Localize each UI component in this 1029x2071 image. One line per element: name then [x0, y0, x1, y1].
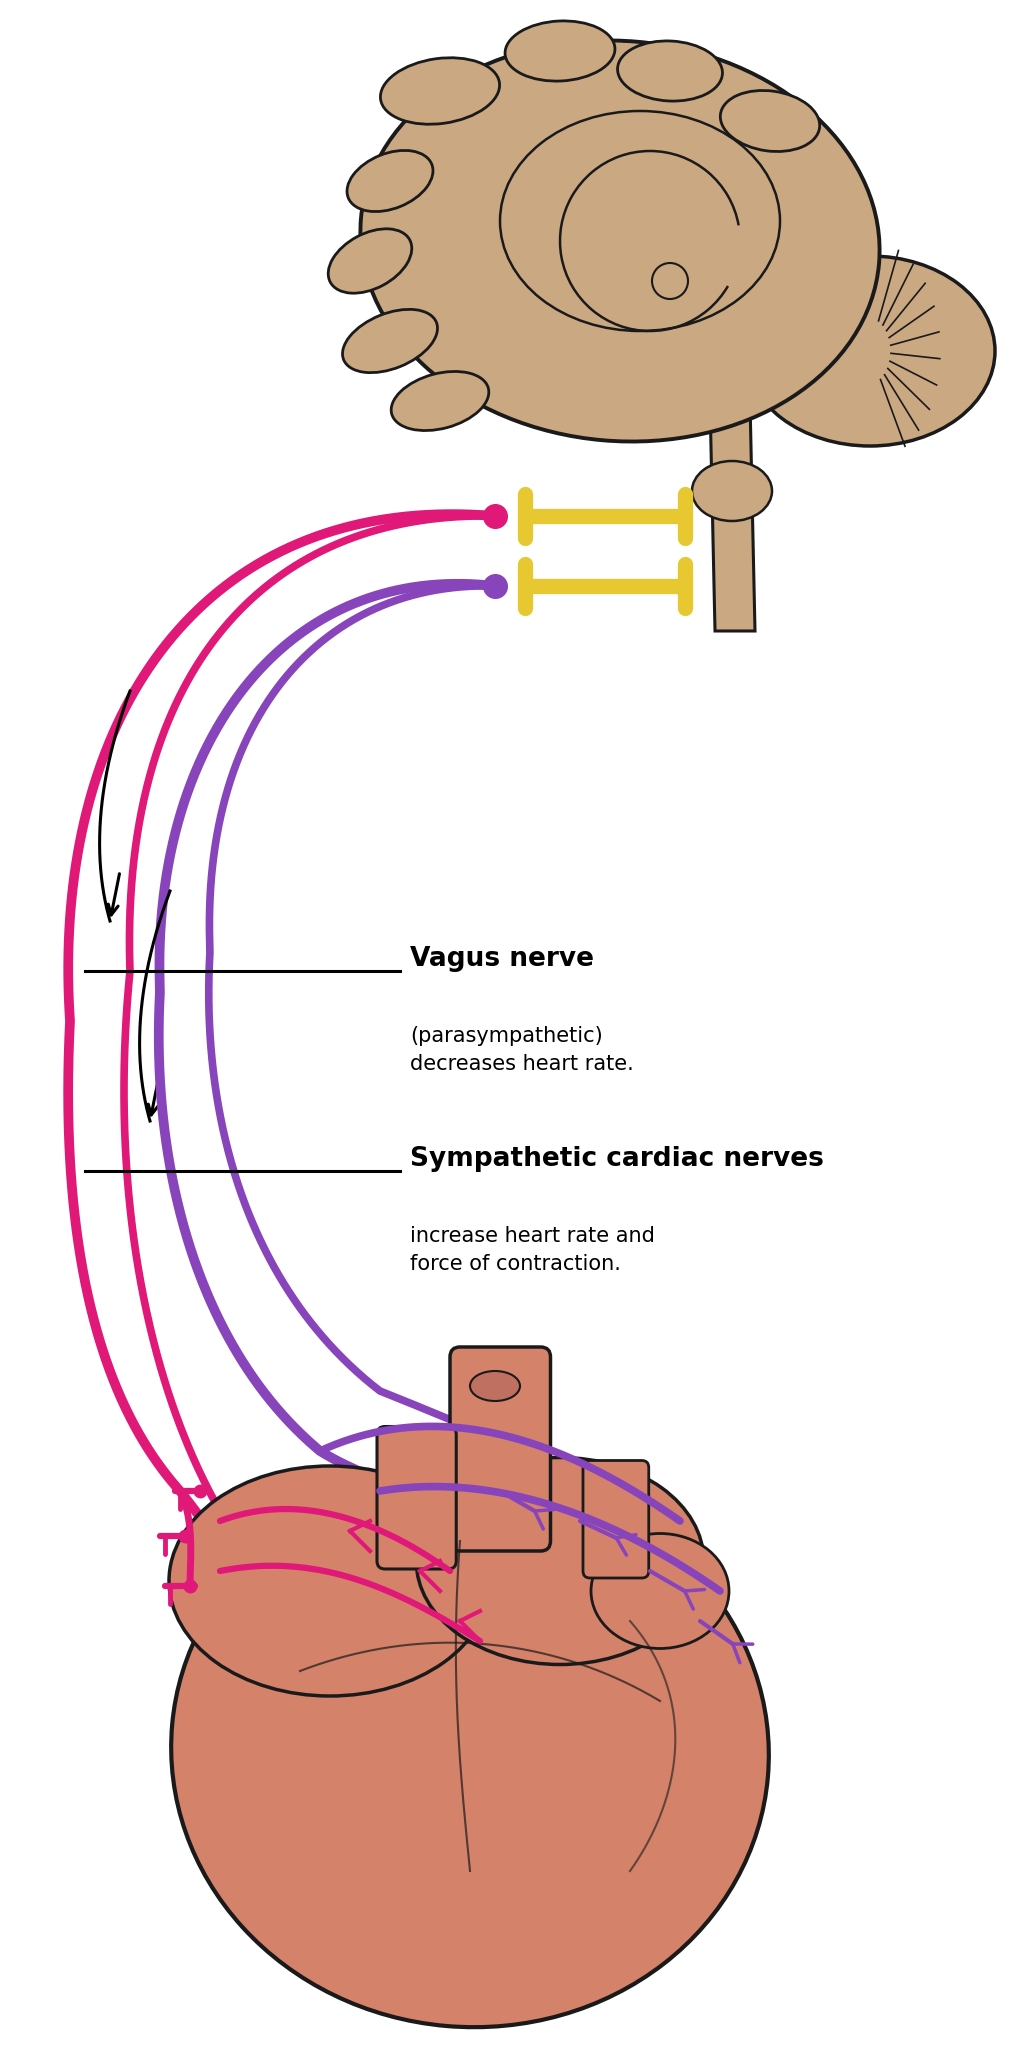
Ellipse shape	[417, 1458, 704, 1665]
Text: Vagus nerve: Vagus nerve	[410, 946, 594, 971]
Text: (parasympathetic)
decreases heart rate.: (parasympathetic) decreases heart rate.	[410, 1025, 634, 1075]
Ellipse shape	[347, 151, 433, 211]
Ellipse shape	[169, 1466, 491, 1696]
Ellipse shape	[343, 309, 437, 373]
Polygon shape	[710, 402, 755, 632]
Ellipse shape	[720, 91, 820, 151]
Ellipse shape	[470, 1371, 520, 1400]
FancyBboxPatch shape	[450, 1346, 551, 1551]
FancyBboxPatch shape	[583, 1460, 648, 1578]
Ellipse shape	[171, 1475, 769, 2028]
Ellipse shape	[617, 41, 722, 101]
FancyBboxPatch shape	[377, 1427, 456, 1570]
Ellipse shape	[328, 228, 412, 294]
Ellipse shape	[505, 21, 615, 81]
Ellipse shape	[745, 257, 995, 445]
Ellipse shape	[500, 112, 780, 331]
Ellipse shape	[360, 41, 880, 441]
Ellipse shape	[591, 1533, 729, 1649]
Text: Sympathetic cardiac nerves: Sympathetic cardiac nerves	[410, 1145, 824, 1172]
Ellipse shape	[391, 371, 489, 431]
Ellipse shape	[381, 58, 500, 124]
Circle shape	[652, 263, 688, 298]
Ellipse shape	[691, 462, 772, 522]
Text: increase heart rate and
force of contraction.: increase heart rate and force of contrac…	[410, 1226, 654, 1274]
